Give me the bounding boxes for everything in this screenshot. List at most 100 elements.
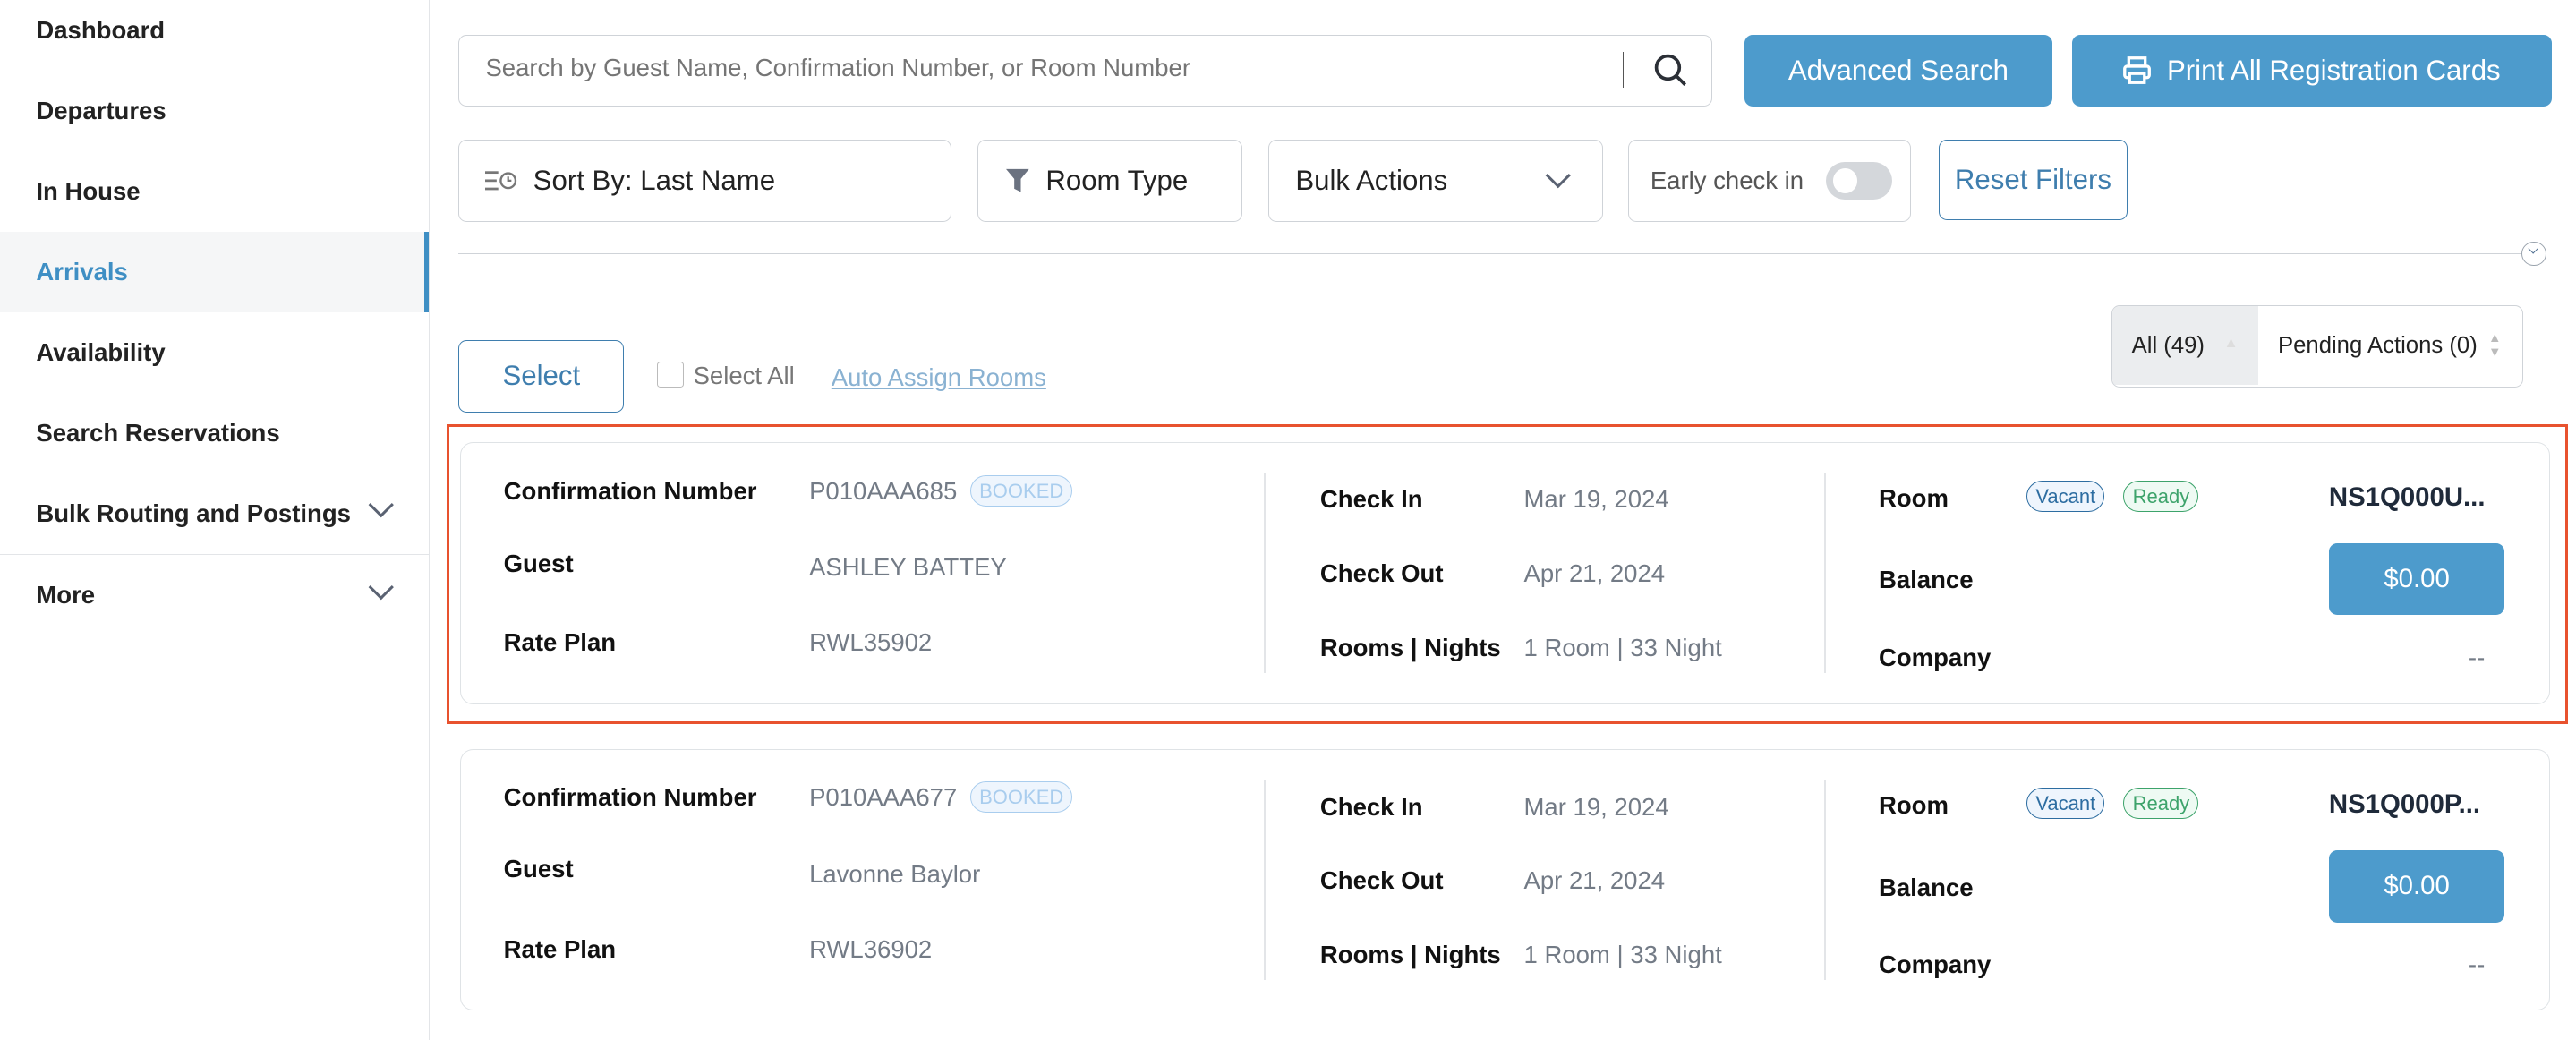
sidebar-item-search-reservations[interactable]: Search Reservations (0, 393, 429, 473)
early-check-in-toggle[interactable] (1826, 161, 1892, 200)
balance-value: $0.00 (2384, 871, 2450, 901)
sort-clock-icon (485, 171, 517, 191)
column-divider (1824, 472, 1827, 673)
sidebar-item-label: Availability (36, 337, 166, 366)
confirmation-number[interactable]: P010AAA677 (809, 782, 958, 811)
select-label: Select (502, 360, 581, 392)
room-type-label: Room Type (1045, 164, 1189, 196)
room-label: Room (1878, 790, 1949, 819)
sort-by-dropdown[interactable]: Sort By: Last Name (458, 140, 951, 222)
select-all-checkbox[interactable] (657, 361, 684, 388)
check-out-label: Check Out (1319, 559, 1444, 588)
rooms-nights-value: 1 Room | 33 Night (1523, 940, 1722, 968)
balance-label: Balance (1878, 566, 1974, 594)
company-value: -- (2468, 643, 2486, 671)
sort-arrows-icon: ▲ ▼ (2487, 330, 2502, 361)
search-box (458, 34, 1712, 107)
check-in-label: Check In (1319, 485, 1423, 514)
print-all-label: Print All Registration Cards (2166, 54, 2501, 86)
sidebar-item-arrivals[interactable]: Arrivals (0, 231, 430, 312)
guest-label: Guest (503, 550, 574, 578)
check-in-date: Mar 19, 2024 (1523, 485, 1669, 514)
room-number[interactable]: NS1Q000U... (2328, 482, 2486, 512)
tab-all-label: All (49) (2131, 332, 2205, 358)
room-number[interactable]: NS1Q000P... (2328, 789, 2481, 820)
chevron-down-icon (368, 492, 394, 517)
rate-plan-label: Rate Plan (503, 935, 617, 964)
sort-by-label: Sort By: Last Name (533, 164, 776, 196)
bulk-actions-label: Bulk Actions (1295, 164, 1448, 196)
confirmation-label: Confirmation Number (503, 477, 757, 506)
reset-filters-button[interactable]: Reset Filters (1938, 140, 2128, 220)
rate-plan-value: RWL36902 (809, 935, 933, 964)
filter-icon (1006, 169, 1029, 192)
search-input[interactable] (482, 51, 1607, 84)
sidebar-item-label: Arrivals (36, 257, 128, 286)
select-button[interactable]: Select (458, 339, 625, 413)
reservation-card[interactable]: Confirmation Number P010AAA677 BOOKED Gu… (459, 748, 2550, 1010)
search-divider (1622, 51, 1625, 89)
room-type-filter[interactable]: Room Type (977, 140, 1242, 222)
sidebar: Dashboard Departures In House Arrivals A… (0, 0, 431, 1040)
vacant-badge: Vacant (2026, 480, 2105, 512)
filters-divider (458, 252, 2524, 255)
sidebar-item-in-house[interactable]: In House (0, 151, 429, 232)
sidebar-item-departures[interactable]: Departures (0, 71, 429, 151)
check-out-date: Apr 21, 2024 (1523, 559, 1666, 588)
select-all-label[interactable]: Select All (693, 361, 795, 389)
tab-pending-actions[interactable]: Pending Actions (0) ▲ ▼ (2258, 306, 2522, 385)
chevron-down-icon (1545, 163, 1571, 188)
tab-all[interactable]: All (49) ▲ (2111, 306, 2258, 386)
sidebar-item-more[interactable]: More (0, 555, 429, 635)
balance-value: $0.00 (2384, 564, 2450, 594)
rate-plan-label: Rate Plan (503, 628, 617, 657)
room-label: Room (1878, 483, 1949, 512)
reservation-card[interactable]: Confirmation Number P010AAA685 BOOKED Gu… (459, 441, 2550, 705)
rooms-nights-value: 1 Room | 33 Night (1523, 633, 1722, 661)
check-out-date: Apr 21, 2024 (1523, 866, 1666, 895)
status-badge: BOOKED (969, 475, 1073, 507)
guest-label: Guest (503, 855, 574, 883)
auto-assign-rooms-link[interactable]: Auto Assign Rooms (831, 362, 1046, 391)
bulk-actions-dropdown[interactable]: Bulk Actions (1268, 140, 1604, 222)
print-all-button[interactable]: Print All Registration Cards (2071, 34, 2552, 107)
rate-plan-value: RWL35902 (809, 628, 933, 657)
check-in-date: Mar 19, 2024 (1523, 792, 1669, 821)
column-divider (1264, 780, 1267, 980)
balance-label: Balance (1878, 873, 1974, 901)
sidebar-item-label: More (36, 581, 96, 610)
early-check-in-toggle-group: Early check in (1627, 140, 1911, 222)
column-divider (1264, 472, 1267, 673)
rooms-nights-label: Rooms | Nights (1319, 940, 1501, 968)
chevron-down-icon (2528, 243, 2538, 255)
chevron-down-icon (368, 575, 394, 600)
toggle-knob (1832, 168, 1858, 193)
ready-badge: Ready (2123, 788, 2199, 820)
sidebar-item-label: In House (36, 176, 141, 205)
company-value: -- (2468, 950, 2486, 978)
balance-button[interactable]: $0.00 (2328, 542, 2505, 616)
advanced-search-label: Advanced Search (1787, 54, 2009, 86)
advanced-search-button[interactable]: Advanced Search (1744, 34, 2052, 107)
confirmation-number[interactable]: P010AAA685 (809, 477, 958, 506)
sidebar-item-label: Bulk Routing and Postings (36, 499, 351, 527)
status-tabs: All (49) ▲ Pending Actions (0) ▲ ▼ (2111, 305, 2524, 388)
check-in-label: Check In (1319, 792, 1423, 821)
sidebar-item-dashboard[interactable]: Dashboard (0, 0, 429, 71)
reset-filters-label: Reset Filters (1954, 163, 2111, 195)
vacant-badge: Vacant (2026, 788, 2105, 820)
guest-name: ASHLEY BATTEY (809, 552, 1007, 581)
confirmation-label: Confirmation Number (503, 782, 757, 811)
balance-button[interactable]: $0.00 (2328, 849, 2505, 923)
company-label: Company (1878, 950, 1992, 978)
early-check-in-label: Early check in (1650, 166, 1804, 194)
sidebar-item-label: Departures (36, 96, 166, 124)
status-badge: BOOKED (969, 780, 1073, 813)
sidebar-item-availability[interactable]: Availability (0, 312, 429, 393)
sidebar-item-bulk-routing[interactable]: Bulk Routing and Postings (0, 473, 429, 554)
sort-arrows-icon: ▲ (2223, 334, 2239, 351)
search-icon[interactable] (1652, 52, 1688, 88)
collapse-filters-button[interactable] (2521, 241, 2547, 267)
check-out-label: Check Out (1319, 866, 1444, 895)
tab-pending-label: Pending Actions (0) (2277, 332, 2478, 358)
